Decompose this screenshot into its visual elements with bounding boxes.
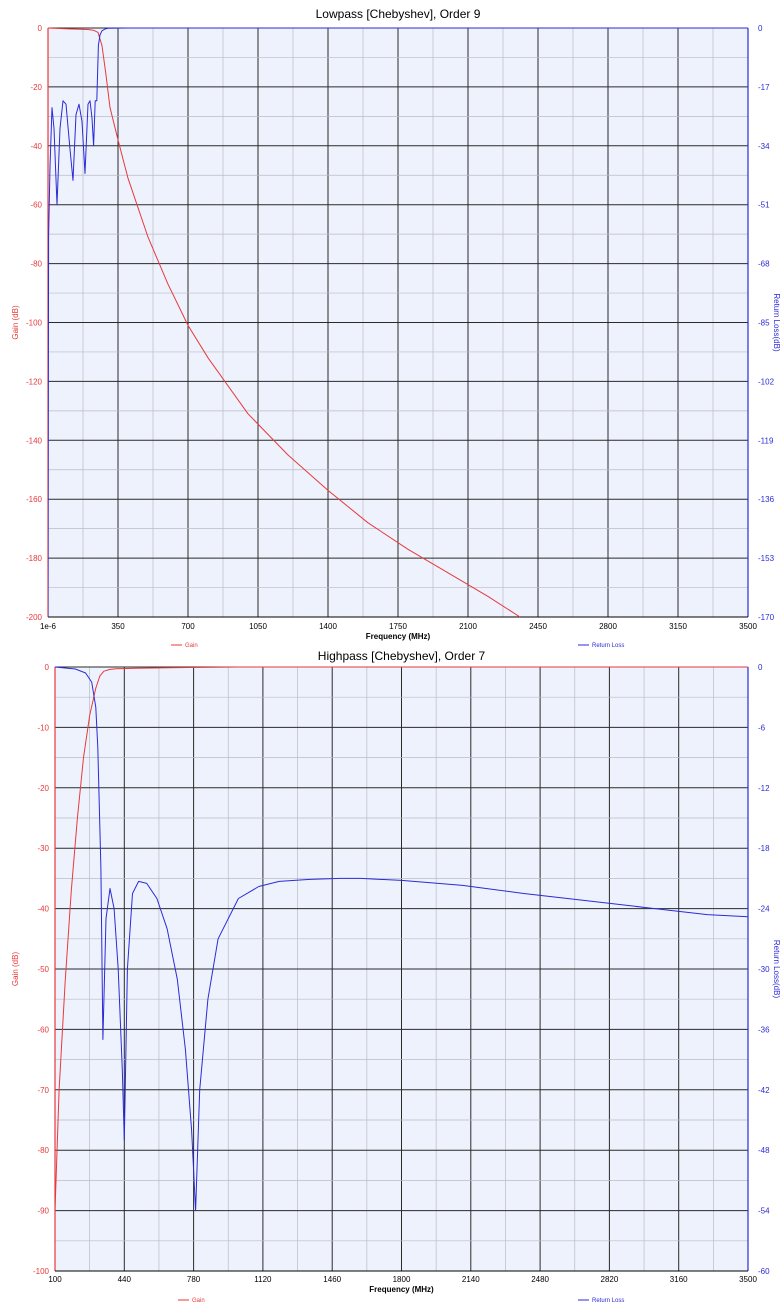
x-tick-label: 2480: [531, 1275, 549, 1284]
x-tick-label: 1750: [389, 622, 407, 631]
y2-tick-label: -6: [758, 723, 766, 732]
x-tick-label: 440: [118, 1275, 132, 1284]
y2-tick-label: -48: [758, 1146, 770, 1155]
x-tick-label: 700: [181, 622, 195, 631]
x-tick-label: 2100: [459, 622, 477, 631]
x-tick-label: 1120: [254, 1275, 272, 1284]
lowpass-chart-panel: Lowpass [Chebyshev], Order 9 1e-6 350 700 10…: [0, 0, 781, 648]
y2-tick-label: -119: [758, 436, 774, 445]
x-tick-label: 2140: [462, 1275, 480, 1284]
x-tick-label: 2800: [599, 622, 617, 631]
legend: Gain Return Loss: [171, 643, 624, 648]
x-tick-label: 1400: [319, 622, 337, 631]
series-line-return-loss: [48, 27, 748, 618]
x-tick-label: 3500: [739, 1275, 757, 1284]
chart-title: Highpass [Chebyshev], Order 7: [318, 649, 486, 663]
x-tick-label: 3150: [669, 622, 687, 631]
series-line-return-loss: [55, 666, 748, 1212]
y-tick-label: -200: [26, 613, 43, 622]
legend-label-gain: Gain: [192, 1298, 205, 1303]
y-tick-label: -100: [33, 1267, 50, 1276]
x-tick-label: 1800: [393, 1275, 411, 1284]
y2-tick-label: -36: [758, 1025, 770, 1034]
legend-label-return-loss: Return Loss: [592, 643, 624, 648]
x-tick-label: 3500: [739, 622, 757, 631]
y-tick-label: -90: [37, 1207, 49, 1216]
y-tick-label: -30: [37, 844, 49, 853]
y-tick-label: 0: [38, 24, 43, 33]
chart-title: Lowpass [Chebyshev], Order 9: [316, 7, 481, 21]
y-tick-label: -80: [30, 260, 42, 269]
y2-axis-label: Return Loss(dB): [772, 293, 781, 352]
y-tick-label: -50: [37, 965, 49, 974]
y2-tick-label: -24: [758, 905, 770, 914]
x-tick-label: 1460: [323, 1275, 341, 1284]
highpass-chart-panel: Highpass [Chebyshev], Order 7 100 440 780 11…: [0, 648, 781, 1303]
highpass-chart: Highpass [Chebyshev], Order 7 100 440 780 11…: [11, 649, 781, 1303]
y-tick-label: -180: [26, 554, 43, 563]
y2-tick-label: -153: [758, 554, 775, 563]
y2-tick-label: -54: [758, 1207, 770, 1216]
y2-tick-label: -102: [758, 377, 775, 386]
y2-tick-label: -17: [758, 83, 770, 92]
y-tick-label: -100: [26, 319, 43, 328]
y-tick-label: -160: [26, 495, 43, 504]
y-tick-label: -20: [30, 83, 42, 92]
legend: Gain Return Loss: [178, 1298, 624, 1303]
y-tick-label: -60: [37, 1025, 49, 1034]
y2-tick-label: -30: [758, 965, 770, 974]
x-tick-label: 1050: [249, 622, 267, 631]
y-tick-label: -10: [37, 723, 49, 732]
legend-label-return-loss: Return Loss: [592, 1298, 624, 1303]
y2-tick-label: -170: [758, 613, 775, 622]
y-tick-label: -70: [37, 1086, 49, 1095]
series-line-gain: [55, 666, 748, 1211]
y-tick-label: -120: [26, 377, 43, 386]
y2-tick-label: 0: [758, 663, 763, 672]
y2-tick-label: -85: [758, 319, 770, 328]
y-axis-label: Gain (dB): [11, 305, 20, 340]
y-tick-label: -80: [37, 1146, 49, 1155]
y-tick-label: -40: [30, 142, 42, 151]
x-tick-label: 780: [187, 1275, 201, 1284]
x-tick-label: 350: [111, 622, 125, 631]
y2-tick-label: -18: [758, 844, 770, 853]
y2-tick-label: -12: [758, 784, 770, 793]
x-tick-label: 2450: [529, 622, 547, 631]
y2-tick-label: -136: [758, 495, 775, 504]
y-tick-label: -60: [30, 201, 42, 210]
lowpass-chart: Lowpass [Chebyshev], Order 9 1e-6 350 700 10…: [11, 7, 781, 648]
y2-tick-label: -68: [758, 260, 770, 269]
x-axis-label: Frequency (MHz): [369, 1285, 434, 1294]
x-tick-label: 1e-6: [40, 622, 57, 631]
legend-label-gain: Gain: [185, 643, 198, 648]
y2-tick-label: 0: [758, 24, 763, 33]
y-tick-label: -140: [26, 436, 43, 445]
y2-tick-label: -42: [758, 1086, 770, 1095]
x-tick-label: 2820: [601, 1275, 619, 1284]
y2-tick-label: -60: [758, 1267, 770, 1276]
y-tick-label: -20: [37, 784, 49, 793]
x-axis-label: Frequency (MHz): [366, 632, 431, 641]
y-tick-label: -40: [37, 905, 49, 914]
y2-tick-label: -34: [758, 142, 770, 151]
x-tick-label: 3160: [670, 1275, 688, 1284]
series-line-gain: [48, 27, 521, 618]
x-tick-label: 100: [48, 1275, 62, 1284]
y-axis-label: Gain (dB): [11, 952, 20, 987]
y2-axis-label: Return Loss(dB): [772, 940, 781, 999]
y2-tick-label: -51: [758, 201, 770, 210]
grid: [54, 666, 749, 1272]
y-tick-label: 0: [45, 663, 50, 672]
grid: [47, 27, 749, 618]
